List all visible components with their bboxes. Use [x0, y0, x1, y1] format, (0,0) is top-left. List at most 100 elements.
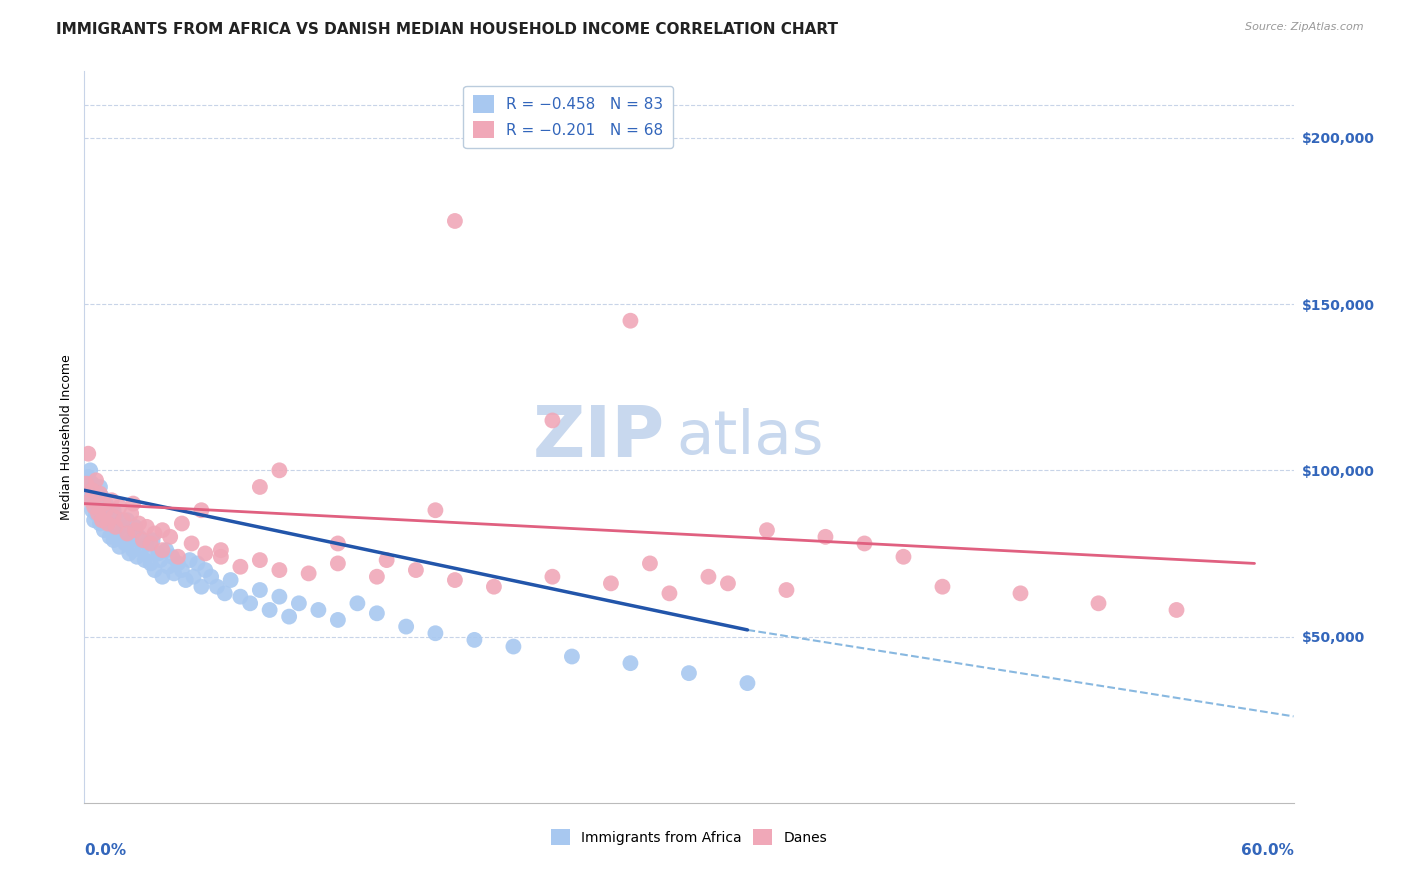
Point [139, 536, 162, 550]
Point [87, 500, 110, 514]
Point [84, 473, 107, 487]
Point [638, 557, 661, 571]
Point [167, 549, 190, 564]
Point [269, 563, 291, 577]
Text: 0.0%: 0.0% [84, 843, 127, 858]
Point [214, 586, 236, 600]
Text: IMMIGRANTS FROM AFRICA VS DANISH MEDIAN HOUSEHOLD INCOME CORRELATION CHART: IMMIGRANTS FROM AFRICA VS DANISH MEDIAN … [56, 22, 838, 37]
Point [619, 656, 641, 670]
Point [150, 543, 173, 558]
Point [482, 580, 505, 594]
Point [90, 509, 112, 524]
Point [239, 596, 262, 610]
Point [97, 507, 120, 521]
Point [103, 503, 125, 517]
Point [717, 576, 740, 591]
Point [82, 483, 104, 498]
Point [307, 603, 329, 617]
Point [174, 573, 197, 587]
Point [326, 613, 349, 627]
Point [893, 549, 915, 564]
Point [103, 533, 125, 548]
Point [155, 543, 177, 558]
Point [84, 507, 107, 521]
Point [122, 543, 145, 558]
Point [1087, 596, 1109, 610]
Point [249, 582, 271, 597]
Point [79, 463, 101, 477]
Y-axis label: Median Household Income: Median Household Income [60, 354, 73, 520]
Point [93, 503, 115, 517]
Point [678, 666, 700, 681]
Point [110, 520, 132, 534]
Point [83, 513, 105, 527]
Point [278, 609, 301, 624]
Point [94, 497, 117, 511]
Point [190, 503, 212, 517]
Point [100, 493, 122, 508]
Point [755, 523, 778, 537]
Point [541, 570, 564, 584]
Text: atlas: atlas [676, 408, 824, 467]
Point [87, 507, 110, 521]
Point [112, 530, 135, 544]
Point [326, 536, 349, 550]
Point [139, 557, 162, 571]
Point [366, 607, 388, 621]
Point [82, 503, 104, 517]
Point [150, 570, 173, 584]
Point [269, 463, 291, 477]
Point [170, 563, 193, 577]
Point [600, 576, 623, 591]
Point [157, 559, 180, 574]
Point [194, 563, 217, 577]
Point [97, 513, 120, 527]
Point [205, 580, 228, 594]
Point [209, 549, 232, 564]
Point [697, 570, 720, 584]
Point [444, 214, 467, 228]
Point [561, 649, 583, 664]
Point [853, 536, 876, 550]
Point [425, 626, 447, 640]
Point [219, 573, 242, 587]
Point [541, 413, 564, 427]
Point [93, 497, 115, 511]
Point [366, 570, 388, 584]
Point [89, 516, 111, 531]
Point [148, 546, 170, 560]
Point [249, 480, 271, 494]
Point [269, 590, 291, 604]
Point [502, 640, 524, 654]
Point [326, 557, 349, 571]
Point [108, 500, 131, 514]
Point [375, 553, 398, 567]
Point [93, 523, 115, 537]
Point [128, 530, 150, 544]
Point [1010, 586, 1032, 600]
Point [94, 503, 117, 517]
Point [160, 549, 183, 564]
Point [179, 553, 201, 567]
Point [77, 470, 100, 484]
Point [75, 476, 97, 491]
Text: ZIP: ZIP [533, 402, 665, 472]
Point [180, 536, 202, 550]
Point [89, 486, 111, 500]
Point [122, 497, 145, 511]
Point [124, 523, 146, 537]
Point [118, 546, 141, 560]
Point [114, 536, 136, 550]
Point [163, 566, 186, 581]
Point [249, 553, 271, 567]
Point [84, 486, 107, 500]
Point [117, 513, 139, 527]
Point [149, 553, 172, 567]
Point [931, 580, 953, 594]
Point [97, 516, 120, 531]
Point [209, 543, 232, 558]
Point [288, 596, 311, 610]
Point [150, 523, 173, 537]
Point [132, 533, 155, 548]
Point [108, 540, 131, 554]
